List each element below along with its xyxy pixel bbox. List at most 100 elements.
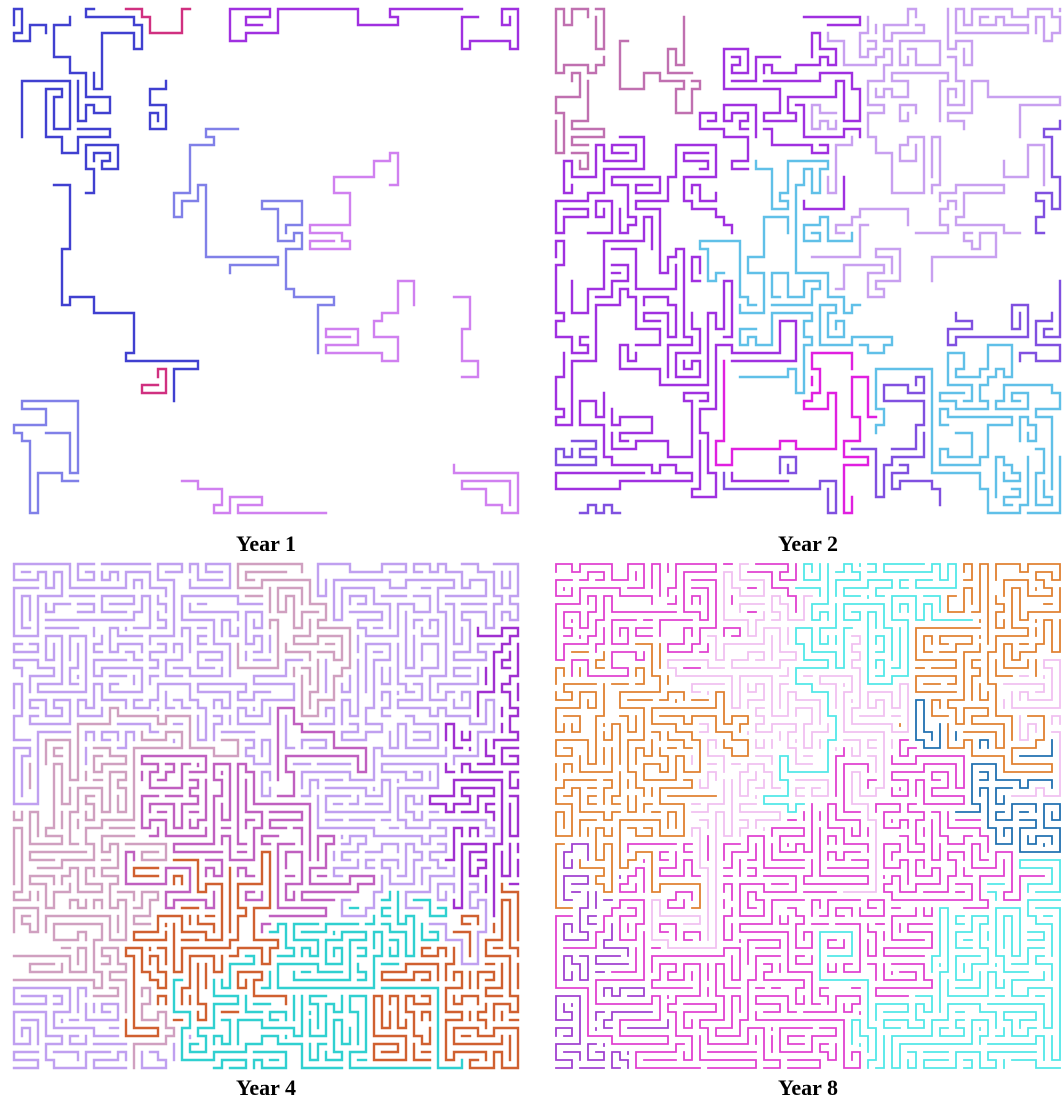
maze-path	[724, 908, 732, 940]
maze-path	[502, 572, 510, 588]
maze-path	[142, 369, 166, 393]
maze-path	[900, 604, 908, 612]
maze-path	[246, 612, 262, 652]
maze-path	[358, 964, 366, 980]
maze-path	[708, 740, 724, 772]
maze-path	[788, 1060, 820, 1068]
maze-path	[684, 932, 700, 940]
maze-path	[238, 868, 254, 876]
maze-path	[756, 756, 772, 764]
maze-path	[182, 481, 326, 513]
maze-path	[716, 353, 852, 465]
maze-path	[876, 1036, 884, 1068]
maze-path	[596, 9, 604, 49]
maze-path	[852, 1020, 868, 1052]
maze-path	[796, 956, 812, 964]
maze-path	[996, 804, 1036, 820]
maze-path	[828, 940, 844, 948]
maze-path	[740, 604, 764, 612]
panel-year-1	[14, 9, 518, 513]
maze-path	[86, 9, 142, 89]
maze-path	[748, 940, 780, 964]
maze-path	[302, 748, 446, 788]
maze-path	[198, 636, 206, 644]
maze-path	[1044, 281, 1060, 337]
maze-path	[22, 81, 110, 153]
maze-path	[502, 748, 518, 764]
maze-path	[868, 740, 876, 748]
maze-path	[222, 620, 238, 636]
maze-path	[478, 972, 494, 988]
maze-path	[358, 948, 366, 956]
maze-path	[764, 964, 804, 1004]
maze-path	[780, 684, 788, 708]
maze-path	[804, 17, 860, 25]
maze-path	[652, 564, 660, 596]
maze-path	[486, 804, 494, 820]
maze-path	[884, 964, 916, 980]
maze-path	[636, 145, 732, 377]
maze-path	[956, 916, 964, 924]
maze-path	[310, 996, 326, 1028]
maze-path	[94, 1052, 126, 1068]
maze-path	[972, 660, 980, 700]
maze-path	[900, 41, 940, 65]
maze-path	[126, 9, 190, 33]
maze-path	[198, 652, 222, 668]
maze-path	[764, 129, 828, 153]
maze-path	[884, 844, 908, 884]
maze-path	[996, 1028, 1004, 1036]
maze-path	[996, 596, 1004, 628]
maze-path	[14, 9, 46, 41]
maze-path	[262, 836, 278, 844]
maze-path	[390, 996, 406, 1028]
maze-path	[510, 796, 518, 836]
maze-path	[884, 377, 924, 449]
maze-path	[494, 564, 518, 620]
maze-path	[828, 860, 868, 868]
maze-path	[596, 956, 628, 964]
maze-path	[844, 580, 892, 596]
maze-path	[262, 772, 270, 796]
maze-path	[836, 908, 852, 916]
maze-path	[70, 772, 126, 844]
maze-path	[636, 740, 652, 764]
maze-path	[692, 257, 700, 281]
maze-path	[302, 740, 326, 748]
maze-path	[764, 33, 836, 73]
maze-path	[844, 740, 860, 756]
maze-path	[454, 1028, 518, 1068]
maze-path	[302, 780, 318, 796]
maze-path	[1052, 716, 1060, 724]
maze-path	[334, 580, 454, 700]
maze-path	[430, 780, 502, 916]
maze-path	[628, 1020, 668, 1028]
maze-path	[564, 956, 588, 980]
maze-path	[700, 644, 708, 652]
maze-path	[692, 185, 716, 201]
maze-path	[294, 924, 318, 956]
maze-path	[564, 844, 588, 868]
maze-path	[446, 972, 486, 1060]
maze-path	[820, 604, 836, 644]
maze-path	[462, 9, 518, 49]
maze-path	[892, 756, 964, 796]
maze-path	[46, 604, 70, 612]
maze-path	[478, 1004, 486, 1028]
caption: Year 4	[236, 1075, 296, 1100]
maze-path	[446, 724, 462, 748]
maze-path	[684, 153, 708, 169]
maze-path	[134, 580, 142, 588]
maze-path	[836, 209, 908, 233]
maze-path	[86, 732, 94, 740]
maze-path	[724, 49, 860, 121]
maze-path	[454, 297, 478, 377]
maze-path	[756, 780, 764, 788]
maze-path	[604, 780, 612, 804]
maze-path	[278, 588, 318, 628]
maze-path	[414, 732, 430, 740]
maze-path	[652, 732, 660, 740]
caption: Year 1	[236, 531, 296, 556]
maze-path	[1004, 489, 1020, 505]
maze-path	[564, 876, 588, 900]
